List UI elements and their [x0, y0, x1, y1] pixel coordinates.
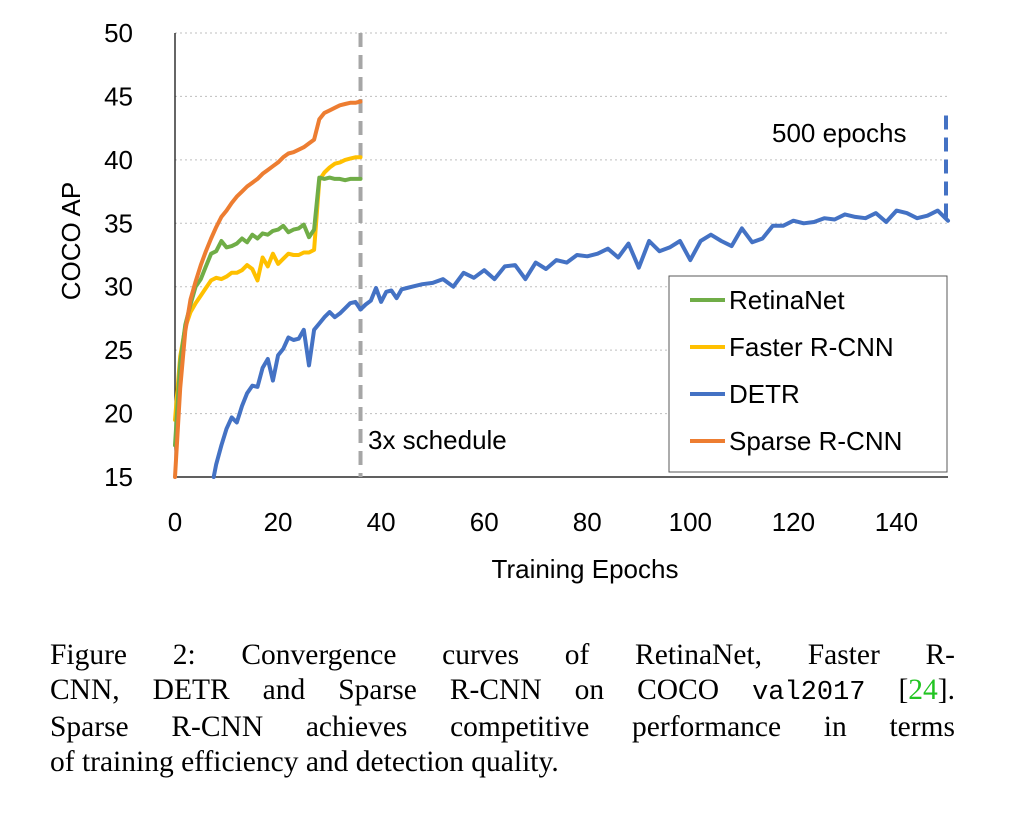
series-line-detr: [211, 208, 950, 479]
schedule-label: 3x schedule: [368, 425, 507, 455]
y-tick-label: 45: [104, 81, 133, 111]
legend-box: [668, 275, 948, 473]
x-tick-label: 100: [669, 507, 712, 537]
legend-label: Faster R-CNN: [729, 332, 894, 362]
caption-bracket-open: [: [865, 673, 909, 706]
x-tick-label: 140: [875, 507, 918, 537]
gridlines: [175, 32, 948, 415]
caption-line-3: Sparse R-CNN achieves competitive perfor…: [50, 711, 955, 743]
y-tick-label: 50: [104, 18, 133, 48]
y-tick-label: 20: [104, 399, 133, 429]
caption-line-2-text: CNN, DETR and Sparse R-CNN on COCO: [50, 673, 753, 706]
legend: RetinaNet Faster R-CNN DETR Sparse R-CNN: [668, 275, 948, 473]
y-tick-label: 35: [104, 208, 133, 238]
caption-line-4: of training efficiency and detection qua…: [50, 745, 559, 778]
y-tick-label: 40: [104, 145, 133, 175]
x-tick-label: 0: [168, 507, 182, 537]
series-line-faster-r-cnn: [173, 155, 363, 422]
figure-caption: Figure 2: Convergence curves of RetinaNe…: [50, 638, 955, 779]
x-tick-label: 80: [573, 507, 602, 537]
x-tick-label: 60: [470, 507, 499, 537]
caption-bracket-close: ].: [937, 673, 955, 706]
series-lines: [173, 99, 950, 479]
y-tick-label: 25: [104, 335, 133, 365]
y-tick-label: 15: [104, 462, 133, 492]
caption-line-1: Figure 2: Convergence curves of RetinaNe…: [50, 639, 955, 671]
y-axis-title: COCO AP: [56, 182, 86, 300]
series-line-retinanet: [173, 175, 363, 448]
x-tick-label: 20: [264, 507, 293, 537]
convergence-chart: 15 20 25 30 35 40 45 50 0 20 40 60 80 100 120 140 3x s…: [56, 18, 950, 584]
x-tick-labels: 0 20 40 60 80 100 120 140: [168, 507, 918, 537]
caption-dataset-code: val2017: [752, 677, 866, 708]
legend-label: Sparse R-CNN: [729, 426, 902, 456]
caption-line-2: CNN, DETR and Sparse R-CNN on COCO val20…: [50, 673, 955, 711]
x-axis-title: Training Epochs: [492, 554, 679, 584]
series-line-sparse-r-cnn: [173, 99, 363, 479]
caption-citation-link[interactable]: 24: [908, 673, 938, 706]
legend-label: RetinaNet: [729, 285, 845, 315]
y-tick-label: 30: [104, 272, 133, 302]
y-tick-labels: 15 20 25 30 35 40 45 50: [104, 18, 133, 492]
x-tick-label: 120: [772, 507, 815, 537]
x-tick-label: 40: [367, 507, 396, 537]
epochs-label: 500 epochs: [772, 118, 906, 148]
legend-label: DETR: [729, 379, 800, 409]
